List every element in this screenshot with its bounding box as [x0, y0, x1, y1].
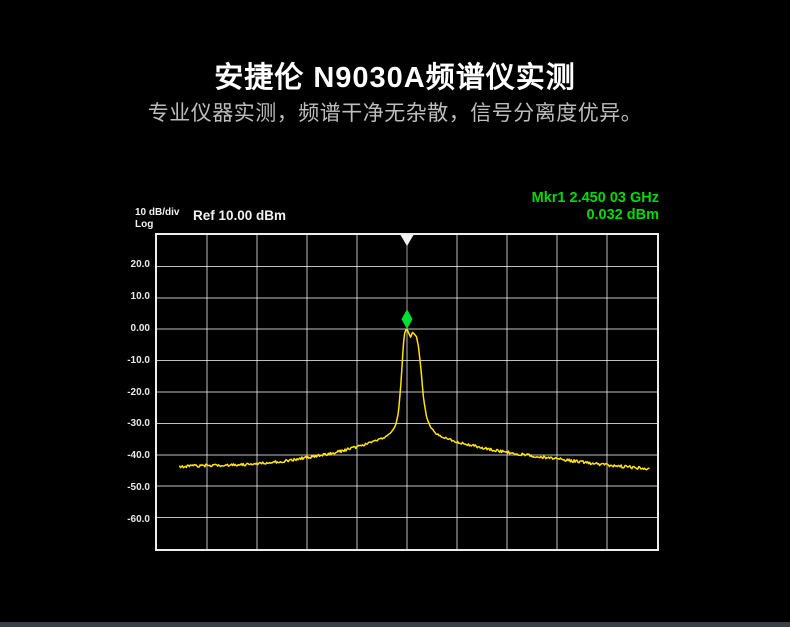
ref-level-label: Ref 10.00 dBm [193, 208, 287, 223]
y-axis-tick: 20.0 [130, 259, 150, 271]
graticule [155, 233, 659, 551]
scale-per-div-label: 10 dB/div [135, 207, 180, 218]
bottom-strip [0, 622, 790, 627]
y-axis-tick: -50.0 [127, 481, 150, 493]
page-subtitle: 专业仪器实测，频谱干净无杂散，信号分离度优异。 [147, 102, 643, 125]
scale-type-label: Log [135, 218, 154, 230]
page-title: 安捷伦 N9030A频谱仪实测 [214, 62, 576, 94]
y-axis-tick: -40.0 [127, 450, 150, 462]
y-axis-tick: -20.0 [127, 386, 150, 398]
y-axis-tick: -60.0 [127, 513, 150, 525]
y-axis-tick: 10.0 [130, 291, 150, 303]
y-axis-tick: -10.0 [127, 354, 150, 366]
spectrum-trace [178, 328, 650, 471]
y-axis-tick: 0.00 [130, 322, 150, 334]
spectrum-trace-svg [157, 235, 657, 549]
marker-amplitude-readout: 0.032 dBm [586, 207, 659, 223]
y-axis-tick: -30.0 [127, 418, 150, 430]
marker-diamond-icon [401, 309, 413, 330]
marker-frequency-readout: Mkr1 2.450 03 GHz [531, 190, 659, 206]
scale-block: 10 dB/div Log [135, 207, 179, 230]
marker-readout: Mkr1 2.450 03 GHz 0.032 dBm [532, 190, 659, 224]
marker-triangle-icon [400, 235, 414, 246]
